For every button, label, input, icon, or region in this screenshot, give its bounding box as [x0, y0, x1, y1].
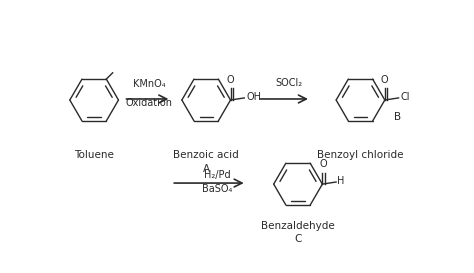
Text: Benzoyl chloride: Benzoyl chloride: [317, 150, 404, 160]
Text: KMnO₄: KMnO₄: [133, 79, 165, 89]
Text: OH: OH: [246, 92, 261, 102]
Text: Oxidation: Oxidation: [126, 98, 173, 108]
Text: BaSO₄: BaSO₄: [202, 184, 232, 194]
Text: C: C: [294, 234, 302, 244]
Text: A: A: [202, 164, 210, 174]
Text: Toluene: Toluene: [74, 150, 114, 160]
Text: H: H: [337, 176, 345, 186]
Text: O: O: [320, 159, 328, 169]
Text: H₂/Pd: H₂/Pd: [204, 170, 230, 180]
Text: SOCl₂: SOCl₂: [275, 78, 302, 88]
Text: O: O: [227, 75, 234, 85]
Text: Benzoic acid: Benzoic acid: [173, 150, 239, 160]
Text: O: O: [381, 75, 389, 85]
Text: Benzaldehyde: Benzaldehyde: [261, 221, 335, 231]
Text: B: B: [393, 112, 401, 122]
Text: Cl: Cl: [400, 92, 410, 102]
